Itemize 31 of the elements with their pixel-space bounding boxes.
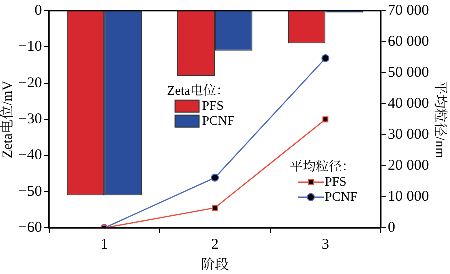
y-tick-label: −50 — [18, 184, 42, 200]
x-tick-label: 3 — [322, 237, 330, 254]
y2-tick-label: 50 000 — [388, 64, 430, 81]
annotation: 平均粒径： — [290, 158, 356, 174]
y-tick-label: −20 — [18, 75, 42, 92]
point — [322, 116, 329, 123]
y2-tick-label: 40 000 — [388, 96, 430, 112]
y2-tick-label: 30 000 — [388, 127, 430, 144]
y-tick-label: −40 — [18, 148, 42, 164]
y-tick-label: −10 — [18, 39, 42, 56]
y2-tick-label: 70 000 — [388, 2, 430, 19]
point — [322, 54, 330, 62]
y2-tick-label: 60 000 — [388, 34, 430, 50]
y-tick-label: 0 — [34, 2, 42, 19]
y-tick-label: −60 — [18, 220, 42, 236]
legend-label: PCNF — [325, 188, 358, 204]
y2-tick-label: 20 000 — [388, 158, 430, 174]
point — [212, 205, 218, 212]
x-axis-title: 阶段 — [201, 257, 230, 274]
x-tick-label: 1 — [100, 237, 108, 254]
annotation: Zeta电位： — [167, 82, 230, 98]
y-tick-label: −30 — [18, 112, 42, 128]
legend-label: PFS — [325, 174, 347, 189]
y-axis-title: Zeta电位/mV — [0, 80, 16, 158]
legend-label: PFS — [202, 98, 224, 113]
y2-tick-label: 0 — [388, 220, 396, 236]
x-tick-label: 2 — [211, 237, 219, 254]
y2-axis-title: 平均粒径/nm — [432, 80, 448, 159]
legend-label: PCNF — [202, 112, 235, 128]
y2-tick-label: 10 000 — [388, 189, 430, 206]
point — [211, 174, 220, 182]
